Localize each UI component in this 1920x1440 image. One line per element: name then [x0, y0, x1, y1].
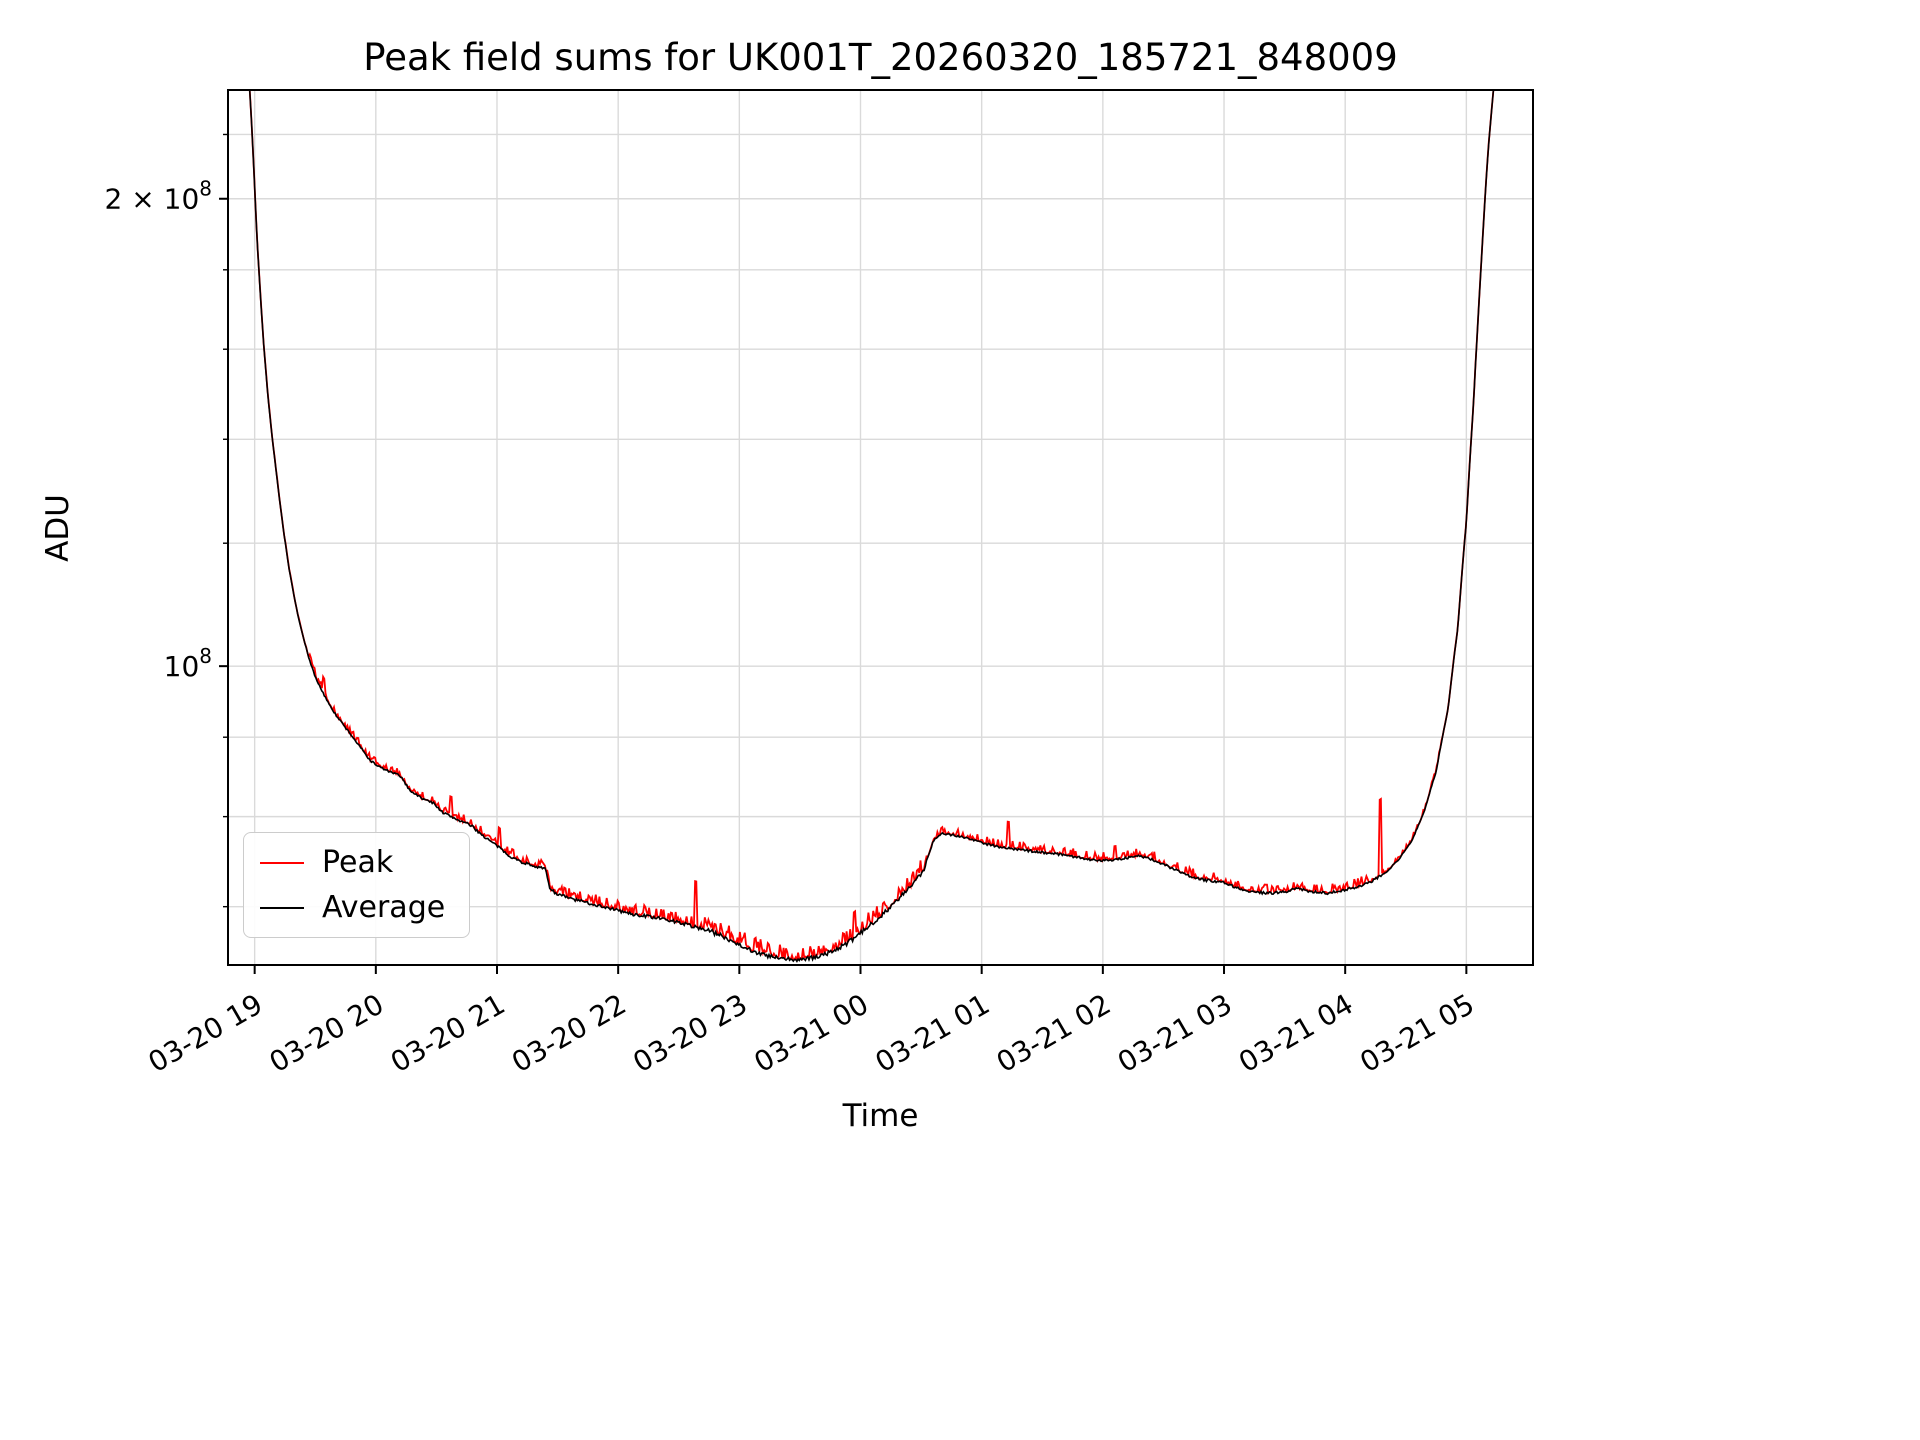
series-lines — [248, 90, 1495, 963]
legend-label-average: Average — [322, 890, 446, 925]
x-tick-label: 03-20 21 — [385, 987, 511, 1079]
x-tick-label: 03-20 22 — [506, 987, 632, 1079]
peak-line-swatch-icon — [260, 861, 304, 864]
average-line-swatch-icon — [260, 906, 304, 909]
y-tick-label: 108 — [164, 644, 212, 683]
y-axis-label: ADU — [40, 494, 76, 562]
x-tick-label: 03-20 23 — [627, 987, 753, 1079]
chart-title: Peak field sums for UK001T_20260320_1857… — [363, 36, 1398, 79]
x-tick-label: 03-21 00 — [748, 987, 874, 1079]
plot-border — [227, 89, 1534, 966]
x-tick-label: 03-21 01 — [870, 987, 996, 1079]
legend-entry-average: Average — [260, 890, 445, 925]
legend-entry-peak: Peak — [260, 845, 445, 880]
x-tick-label: 03-21 04 — [1233, 987, 1359, 1079]
x-tick-label: 03-21 03 — [1112, 987, 1238, 1079]
x-axis-label: Time — [842, 1098, 919, 1134]
x-tick-label: 03-20 19 — [143, 987, 269, 1079]
legend-label-peak: Peak — [322, 845, 394, 880]
x-tick-label: 03-20 20 — [264, 987, 390, 1079]
x-tick-label: 03-21 02 — [991, 987, 1117, 1079]
y-tick-label: 2 × 108 — [105, 177, 212, 216]
x-tick-label: 03-21 05 — [1354, 987, 1480, 1079]
peak-line — [248, 90, 1495, 963]
legend: Peak Average — [243, 832, 471, 938]
gridlines — [228, 90, 1533, 965]
average-line — [248, 90, 1495, 963]
ticks — [219, 133, 1468, 974]
